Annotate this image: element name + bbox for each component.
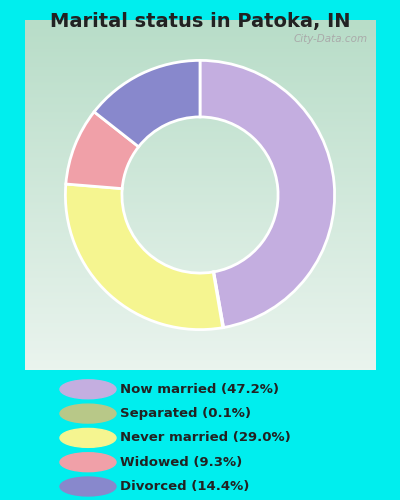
Wedge shape bbox=[94, 60, 200, 147]
Text: Separated (0.1%): Separated (0.1%) bbox=[120, 407, 251, 420]
Text: City-Data.com: City-Data.com bbox=[294, 34, 368, 44]
Text: Widowed (9.3%): Widowed (9.3%) bbox=[120, 456, 242, 468]
Circle shape bbox=[60, 380, 116, 399]
Wedge shape bbox=[66, 112, 139, 188]
Text: Marital status in Patoka, IN: Marital status in Patoka, IN bbox=[50, 12, 350, 32]
Text: Never married (29.0%): Never married (29.0%) bbox=[120, 432, 291, 444]
Circle shape bbox=[60, 477, 116, 496]
Text: Now married (47.2%): Now married (47.2%) bbox=[120, 383, 279, 396]
Text: Divorced (14.4%): Divorced (14.4%) bbox=[120, 480, 249, 493]
Circle shape bbox=[60, 404, 116, 423]
Wedge shape bbox=[200, 60, 335, 328]
Circle shape bbox=[60, 428, 116, 448]
Circle shape bbox=[60, 453, 116, 471]
Wedge shape bbox=[213, 272, 224, 328]
Wedge shape bbox=[65, 184, 223, 330]
